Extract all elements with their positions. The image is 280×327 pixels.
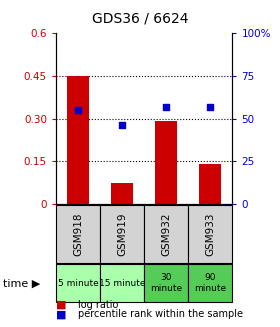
Text: GSM933: GSM933 — [205, 212, 215, 256]
Bar — [188, 264, 232, 302]
Point — [208, 104, 213, 109]
Text: 15 minute: 15 minute — [99, 279, 145, 288]
Bar — [111, 183, 133, 204]
Text: ■: ■ — [56, 309, 67, 319]
Bar — [67, 76, 89, 204]
Text: 5 minute: 5 minute — [58, 279, 99, 288]
Text: 30
minute: 30 minute — [150, 273, 182, 293]
Bar — [100, 205, 144, 263]
Bar — [100, 264, 144, 302]
Point — [76, 107, 80, 112]
Text: GSM932: GSM932 — [161, 212, 171, 256]
Text: percentile rank within the sample: percentile rank within the sample — [78, 309, 243, 319]
Text: 90
minute: 90 minute — [194, 273, 227, 293]
Point — [120, 123, 124, 128]
Text: GSM918: GSM918 — [73, 212, 83, 256]
Point — [164, 104, 169, 109]
Text: GDS36 / 6624: GDS36 / 6624 — [92, 11, 188, 26]
Text: GSM919: GSM919 — [117, 212, 127, 256]
Text: time ▶: time ▶ — [3, 278, 40, 288]
Bar — [144, 264, 188, 302]
Bar — [144, 205, 188, 263]
Bar — [56, 264, 100, 302]
Text: ■: ■ — [56, 300, 67, 310]
Bar — [199, 164, 221, 204]
Bar — [56, 205, 100, 263]
Text: log ratio: log ratio — [78, 300, 119, 310]
Bar — [188, 205, 232, 263]
Bar — [155, 121, 177, 204]
